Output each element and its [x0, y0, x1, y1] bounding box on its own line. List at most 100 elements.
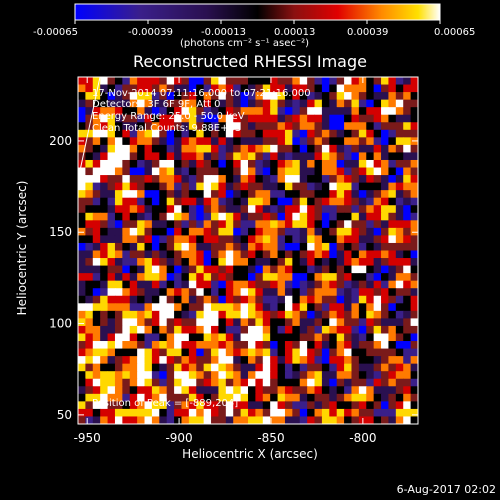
heatmap-cell	[225, 114, 234, 123]
heatmap-cell	[196, 363, 205, 372]
heatmap-cell	[159, 212, 168, 221]
heatmap-cell	[307, 107, 316, 116]
heatmap-cell	[159, 197, 168, 206]
heatmap-cell	[410, 235, 419, 244]
heatmap-cell	[181, 182, 190, 191]
heatmap-cell	[307, 197, 316, 206]
heatmap-cell	[225, 182, 234, 191]
heatmap-cell	[211, 295, 219, 304]
heatmap-cell	[188, 318, 197, 327]
heatmap-cell	[129, 129, 138, 138]
heatmap-cell	[151, 159, 160, 169]
heatmap-cell	[329, 77, 338, 86]
heatmap-cell	[78, 325, 86, 334]
heatmap-cell	[114, 378, 123, 387]
heatmap-cell	[144, 205, 153, 214]
heatmap-cell	[262, 318, 271, 327]
heatmap-cell	[240, 107, 249, 116]
heatmap-cell	[166, 137, 175, 146]
heatmap-cell	[358, 84, 367, 93]
heatmap-cell	[403, 348, 412, 357]
heatmap-cell	[129, 295, 138, 304]
heatmap-cell	[358, 190, 367, 199]
heatmap-cell	[321, 408, 330, 417]
heatmap-cell	[196, 288, 205, 297]
heatmap-cell	[218, 295, 227, 304]
heatmap-cell	[277, 197, 286, 206]
heatmap-cell	[78, 84, 86, 93]
y-tick-label: 150	[49, 225, 72, 239]
heatmap-cell	[181, 197, 190, 206]
heatmap-cell	[181, 303, 190, 312]
heatmap-cell	[344, 378, 352, 387]
heatmap-cell	[166, 288, 175, 297]
x-tick-label: -900	[165, 431, 192, 445]
heatmap-cell	[78, 273, 86, 282]
heatmap-cell	[336, 197, 345, 206]
heatmap-cell	[225, 92, 234, 101]
heatmap-cell	[292, 318, 301, 327]
heatmap-cell	[240, 159, 249, 169]
heatmap-cell	[181, 273, 190, 282]
heatmap-cell	[85, 371, 94, 380]
heatmap-cell	[181, 159, 190, 169]
heatmap-cell	[373, 175, 382, 184]
heatmap-cell	[373, 205, 382, 214]
heatmap-cell	[188, 190, 197, 199]
heatmap-cell	[314, 265, 323, 274]
heatmap-cell	[151, 265, 160, 274]
heatmap-cell	[78, 333, 86, 342]
heatmap-cell	[381, 197, 389, 206]
heatmap-cell	[218, 99, 227, 108]
heatmap-cell	[351, 197, 360, 206]
heatmap-cell	[314, 152, 323, 161]
heatmap-cell	[203, 205, 212, 214]
heatmap-cell	[344, 227, 352, 236]
heatmap-cell	[188, 182, 197, 191]
heatmap-cell	[188, 341, 197, 350]
heatmap-cell	[174, 107, 182, 116]
heatmap-cell	[129, 227, 138, 236]
heatmap-cell	[196, 190, 205, 199]
heatmap-cell	[218, 401, 227, 410]
heatmap-cell	[248, 378, 256, 387]
heatmap-cell	[270, 288, 279, 297]
heatmap-cell	[255, 137, 264, 146]
heatmap-cell	[373, 318, 382, 327]
heatmap-cell	[344, 333, 352, 342]
heatmap-cell	[373, 416, 382, 425]
heatmap-cell	[166, 273, 175, 282]
heatmap-cell	[188, 99, 197, 108]
heatmap-cell	[388, 235, 397, 244]
heatmap-cell	[314, 159, 323, 169]
heatmap-cell	[270, 137, 279, 146]
heatmap-cell	[85, 363, 94, 372]
heatmap-cell	[174, 378, 182, 387]
heatmap-cell	[107, 280, 116, 289]
heatmap-cell	[107, 92, 116, 101]
heatmap-cell	[336, 242, 345, 251]
heatmap-cell	[255, 386, 264, 395]
heatmap-cell	[307, 144, 316, 153]
heatmap-cell	[240, 280, 249, 289]
heatmap-cell	[299, 99, 308, 108]
heatmap-cell	[373, 77, 382, 86]
heatmap-cell	[85, 273, 94, 282]
heatmap-cell	[299, 280, 308, 289]
heatmap-cell	[174, 250, 182, 259]
heatmap-cell	[114, 235, 123, 244]
heatmap-cell	[85, 235, 94, 244]
heatmap-cell	[351, 114, 360, 123]
heatmap-cell	[358, 273, 367, 282]
heatmap-cell	[351, 152, 360, 161]
heatmap-cell	[403, 288, 412, 297]
heatmap-cell	[329, 167, 338, 176]
heatmap-cell	[129, 273, 138, 282]
heatmap-cell	[218, 371, 227, 380]
heatmap-cell	[351, 363, 360, 372]
heatmap-cell	[292, 363, 301, 372]
heatmap-cell	[262, 242, 271, 251]
heatmap-cell	[137, 220, 146, 229]
heatmap-cell	[373, 310, 382, 319]
heatmap-cell	[292, 258, 301, 267]
